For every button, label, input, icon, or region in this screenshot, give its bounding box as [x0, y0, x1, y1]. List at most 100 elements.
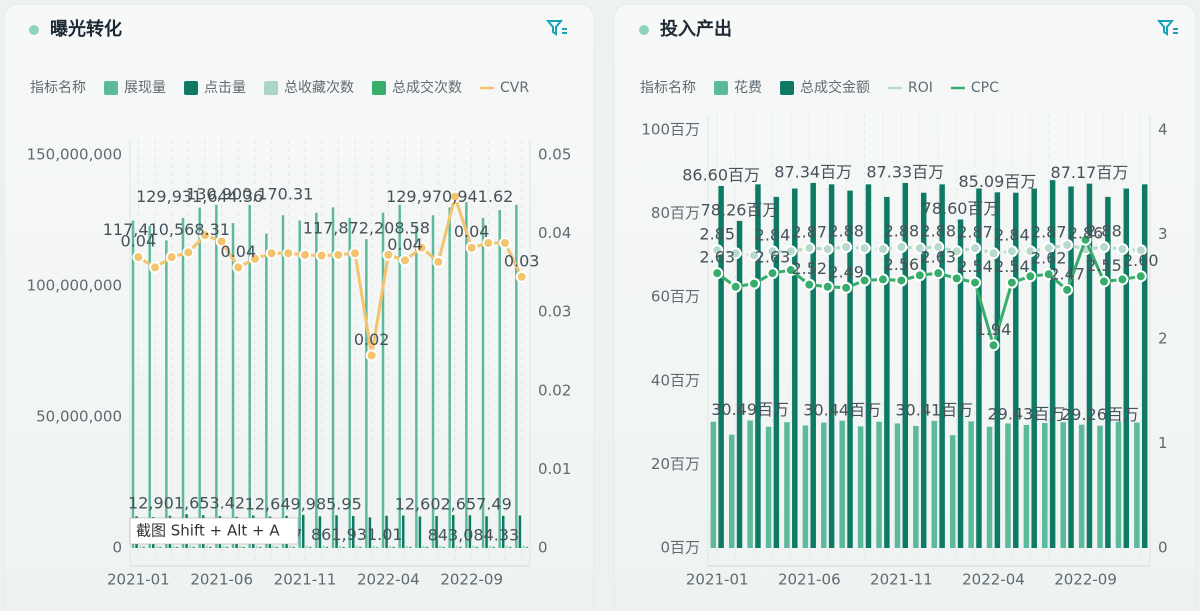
line-point	[165, 251, 178, 264]
bar	[755, 184, 761, 548]
legend-label: 点击量	[204, 80, 246, 96]
bar	[1097, 425, 1103, 548]
bar	[821, 422, 827, 548]
title-dot	[639, 25, 649, 35]
data-label: 29.26百万	[1061, 405, 1139, 424]
bar	[894, 423, 901, 548]
bar	[315, 212, 318, 548]
data-label: 30.41百万	[895, 400, 973, 419]
bar	[505, 545, 509, 548]
data-label: 843,084.33	[428, 525, 520, 544]
bar	[986, 426, 993, 548]
bar	[773, 196, 780, 548]
line-point	[265, 247, 278, 260]
bar	[355, 545, 359, 548]
data-label: 2.63	[699, 248, 735, 267]
bar	[405, 545, 409, 548]
line-point	[1042, 242, 1055, 255]
bar	[309, 546, 312, 548]
y-tick-label: 80百万	[651, 204, 700, 222]
y-tick-label: 0	[112, 539, 122, 557]
y-tick-label: 100,000,000	[27, 277, 122, 295]
bar	[292, 546, 295, 548]
line-point	[1134, 270, 1147, 283]
data-label: 2.87	[791, 223, 827, 242]
line-point	[1079, 233, 1092, 246]
bar	[165, 240, 168, 548]
bar	[272, 545, 275, 548]
bar	[472, 545, 475, 548]
line-point	[858, 274, 871, 287]
bar	[976, 188, 982, 548]
data-label: 129,970,941.62	[386, 187, 513, 206]
bar	[242, 546, 245, 548]
y-tick-label: 0百万	[660, 539, 700, 557]
line-point	[132, 251, 145, 264]
bar	[338, 545, 342, 548]
line-point	[858, 242, 871, 255]
data-label: 0.02	[354, 330, 390, 349]
bar	[498, 210, 501, 548]
data-label: 2.55	[1086, 256, 1122, 275]
bar	[455, 545, 459, 548]
line-point	[499, 237, 511, 250]
bar	[148, 225, 151, 549]
line-point	[1097, 275, 1110, 288]
bar	[902, 182, 909, 548]
line-point	[315, 249, 328, 262]
line-point	[432, 255, 445, 268]
line-point	[299, 248, 311, 261]
bar	[205, 545, 209, 548]
line-point	[950, 245, 963, 258]
data-label: 0.03	[504, 251, 540, 270]
bar	[342, 546, 345, 548]
bar	[994, 192, 1001, 549]
data-label: 12,901,653.42	[128, 494, 245, 513]
bar	[501, 515, 505, 548]
legend-icon	[264, 81, 278, 95]
line-point	[515, 270, 528, 283]
legend-icon	[714, 81, 728, 95]
line-point	[482, 237, 495, 250]
line-point	[1097, 241, 1110, 254]
line-point	[729, 280, 742, 293]
bar	[209, 546, 212, 548]
bar	[839, 420, 845, 548]
line-point	[349, 247, 361, 260]
chart-title: 曝光转化	[50, 18, 122, 40]
y2-tick-label: 2	[1158, 330, 1168, 348]
bar	[802, 425, 809, 548]
bar	[525, 546, 529, 548]
data-label: 87.17百万	[1051, 163, 1129, 182]
y-tick-label: 150,000,000	[27, 146, 122, 164]
data-label: 130,900,170.31	[186, 185, 313, 204]
line-point	[987, 339, 1000, 352]
bar	[939, 184, 945, 548]
bar	[1068, 186, 1074, 548]
filter-icon[interactable]	[1156, 20, 1178, 36]
line-point	[840, 281, 853, 294]
data-label: 2.62	[1031, 249, 1067, 268]
bar	[459, 546, 462, 548]
bar	[765, 426, 772, 548]
bar	[957, 219, 964, 548]
line-point	[711, 267, 724, 280]
y2-tick-label: 0	[1158, 539, 1168, 557]
data-label: 86.60百万	[682, 166, 760, 185]
chart-title: 投入产出	[660, 18, 732, 40]
data-label: 2.84	[755, 226, 791, 245]
data-label: 2.63	[755, 248, 791, 267]
line-point	[1061, 283, 1074, 296]
line-point	[766, 267, 779, 280]
x-tick-label: 2021-11	[870, 571, 933, 589]
bar	[718, 186, 724, 548]
line-point	[399, 254, 411, 267]
bar	[431, 215, 435, 548]
data-label: 87.33百万	[866, 162, 944, 181]
line-point	[895, 241, 908, 254]
line-point	[215, 235, 228, 248]
bar	[481, 217, 485, 548]
filter-icon[interactable]	[545, 20, 567, 36]
bar	[225, 546, 229, 548]
bar	[1060, 422, 1066, 548]
